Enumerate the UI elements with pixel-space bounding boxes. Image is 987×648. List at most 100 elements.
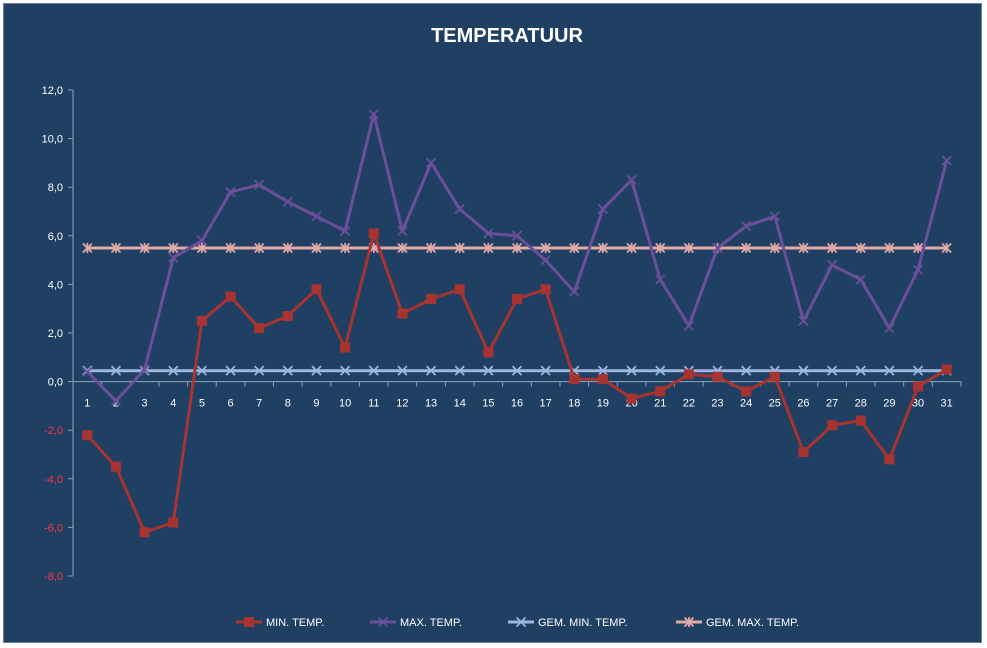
data-point-gem-max-temp bbox=[683, 242, 695, 254]
data-point-max-temp bbox=[139, 364, 150, 375]
data-point-gem-min-temp bbox=[483, 365, 494, 376]
x-tick-label: 18 bbox=[568, 398, 580, 410]
x-tick-label: 6 bbox=[227, 398, 233, 410]
data-point-gem-max-temp bbox=[884, 242, 895, 254]
data-point-max-temp bbox=[110, 395, 122, 407]
data-point-min-temp bbox=[512, 293, 522, 304]
series-line-max-temp bbox=[86, 112, 949, 403]
x-tick-label: 1 bbox=[84, 398, 90, 410]
data-point-min-temp bbox=[569, 374, 580, 385]
x-tick-label: 31 bbox=[941, 398, 953, 410]
data-point-gem-max-temp bbox=[855, 242, 866, 254]
y-tick-label: 4,0 bbox=[48, 279, 63, 291]
data-point-gem-max-temp bbox=[110, 242, 122, 254]
data-point-min-temp bbox=[368, 228, 379, 239]
y-tick-label: 2,0 bbox=[48, 328, 63, 340]
data-point-min-temp bbox=[626, 393, 637, 404]
data-point-gem-min-temp bbox=[597, 365, 609, 376]
x-tick-label: 25 bbox=[769, 398, 781, 410]
data-point-gem-max-temp bbox=[82, 242, 93, 254]
data-point-max-temp bbox=[597, 203, 609, 215]
y-tick-label: 8,0 bbox=[48, 182, 63, 194]
data-point-gem-min-temp bbox=[254, 365, 265, 376]
data-point-min-temp bbox=[426, 293, 437, 304]
x-tick-label: 24 bbox=[740, 398, 752, 410]
y-tick-label: -2,0 bbox=[44, 425, 63, 437]
x-tick-label: 29 bbox=[883, 398, 895, 410]
data-point-gem-max-temp bbox=[798, 242, 809, 254]
data-point-min-temp bbox=[741, 386, 752, 397]
data-point-gem-min-temp bbox=[196, 365, 208, 376]
data-point-min-temp bbox=[225, 291, 236, 302]
data-point-gem-max-temp bbox=[454, 242, 465, 254]
legend: MIN. TEMP. MAX. TEMP. GEM. MIN. TEMP. GEM. … bbox=[236, 616, 799, 629]
data-point-max-temp bbox=[569, 286, 580, 297]
legend-label: GEM. MAX. TEMP. bbox=[706, 617, 799, 629]
data-point-gem-min-temp bbox=[397, 365, 408, 376]
data-point-max-temp bbox=[397, 225, 408, 237]
data-point-min-temp bbox=[884, 454, 895, 465]
data-point-gem-max-temp bbox=[626, 242, 637, 254]
x-tick-label: 17 bbox=[540, 398, 552, 410]
y-tick-label: 10,0 bbox=[42, 134, 63, 146]
x-tick-label: 15 bbox=[482, 398, 494, 410]
x-tick-label: 7 bbox=[256, 398, 262, 410]
y-tick-label: 0,0 bbox=[48, 377, 63, 389]
x-tick-label: 26 bbox=[797, 398, 809, 410]
x-tick-label: 28 bbox=[855, 398, 867, 410]
data-point-max-temp bbox=[884, 323, 895, 334]
x-tick-label: 12 bbox=[396, 398, 408, 410]
data-point-gem-min-temp bbox=[511, 365, 523, 376]
data-point-max-temp bbox=[425, 157, 437, 169]
data-point-gem-min-temp bbox=[110, 365, 122, 376]
x-tick-label: 8 bbox=[285, 398, 291, 410]
data-point-min-temp bbox=[311, 284, 322, 295]
y-tick-label: 12,0 bbox=[42, 85, 63, 97]
data-point-gem-max-temp bbox=[912, 242, 924, 254]
data-point-gem-max-temp bbox=[311, 242, 322, 254]
data-point-max-temp bbox=[511, 230, 523, 241]
data-point-gem-min-temp bbox=[655, 365, 666, 376]
y-tick-label: -4,0 bbox=[44, 474, 63, 486]
data-point-max-temp bbox=[798, 315, 809, 326]
data-point-gem-max-temp bbox=[168, 242, 179, 254]
data-point-gem-max-temp bbox=[254, 242, 265, 254]
legend-label: GEM. MIN. TEMP. bbox=[538, 617, 627, 629]
data-point-gem-max-temp bbox=[597, 242, 609, 254]
data-point-min-temp bbox=[855, 415, 866, 426]
data-point-gem-max-temp bbox=[741, 242, 752, 254]
legend-label: MAX. TEMP. bbox=[400, 617, 462, 629]
x-tick-label: 9 bbox=[313, 398, 319, 410]
data-point-gem-max-temp bbox=[511, 242, 523, 254]
data-point-min-temp bbox=[397, 308, 408, 319]
data-point-max-temp bbox=[769, 211, 780, 222]
data-point-gem-max-temp bbox=[225, 242, 236, 254]
data-point-max-temp bbox=[741, 220, 752, 232]
data-point-gem-max-temp bbox=[655, 242, 666, 254]
data-point-max-temp bbox=[912, 264, 924, 275]
x-tick-label: 16 bbox=[511, 398, 523, 410]
data-point-min-temp bbox=[196, 315, 207, 326]
data-point-min-temp bbox=[712, 371, 723, 382]
legend-item-min-temp: MIN. TEMP. bbox=[236, 617, 324, 629]
y-tick-label: 6,0 bbox=[48, 231, 63, 243]
data-point-max-temp bbox=[225, 186, 236, 198]
data-point-max-temp bbox=[254, 179, 265, 190]
data-point-max-temp bbox=[454, 203, 465, 215]
data-point-max-temp bbox=[282, 196, 293, 207]
legend-label: MIN. TEMP. bbox=[266, 617, 324, 629]
data-point-gem-min-temp bbox=[425, 365, 437, 376]
legend-item-max-temp: MAX. TEMP. bbox=[370, 616, 462, 629]
data-point-min-temp bbox=[168, 517, 179, 528]
chart-title: TEMPERATUUR bbox=[431, 25, 583, 47]
data-point-gem-min-temp bbox=[826, 365, 838, 376]
data-point-gem-max-temp bbox=[826, 242, 838, 254]
data-point-min-temp bbox=[82, 430, 93, 441]
data-point-gem-max-temp bbox=[282, 242, 293, 254]
data-point-gem-max-temp bbox=[339, 242, 351, 254]
legend-marker bbox=[377, 616, 389, 628]
data-point-min-temp bbox=[798, 447, 809, 458]
series-gem-max-temp bbox=[82, 242, 952, 254]
x-tick-label: 4 bbox=[170, 398, 176, 410]
x-tick-label: 13 bbox=[425, 398, 437, 410]
